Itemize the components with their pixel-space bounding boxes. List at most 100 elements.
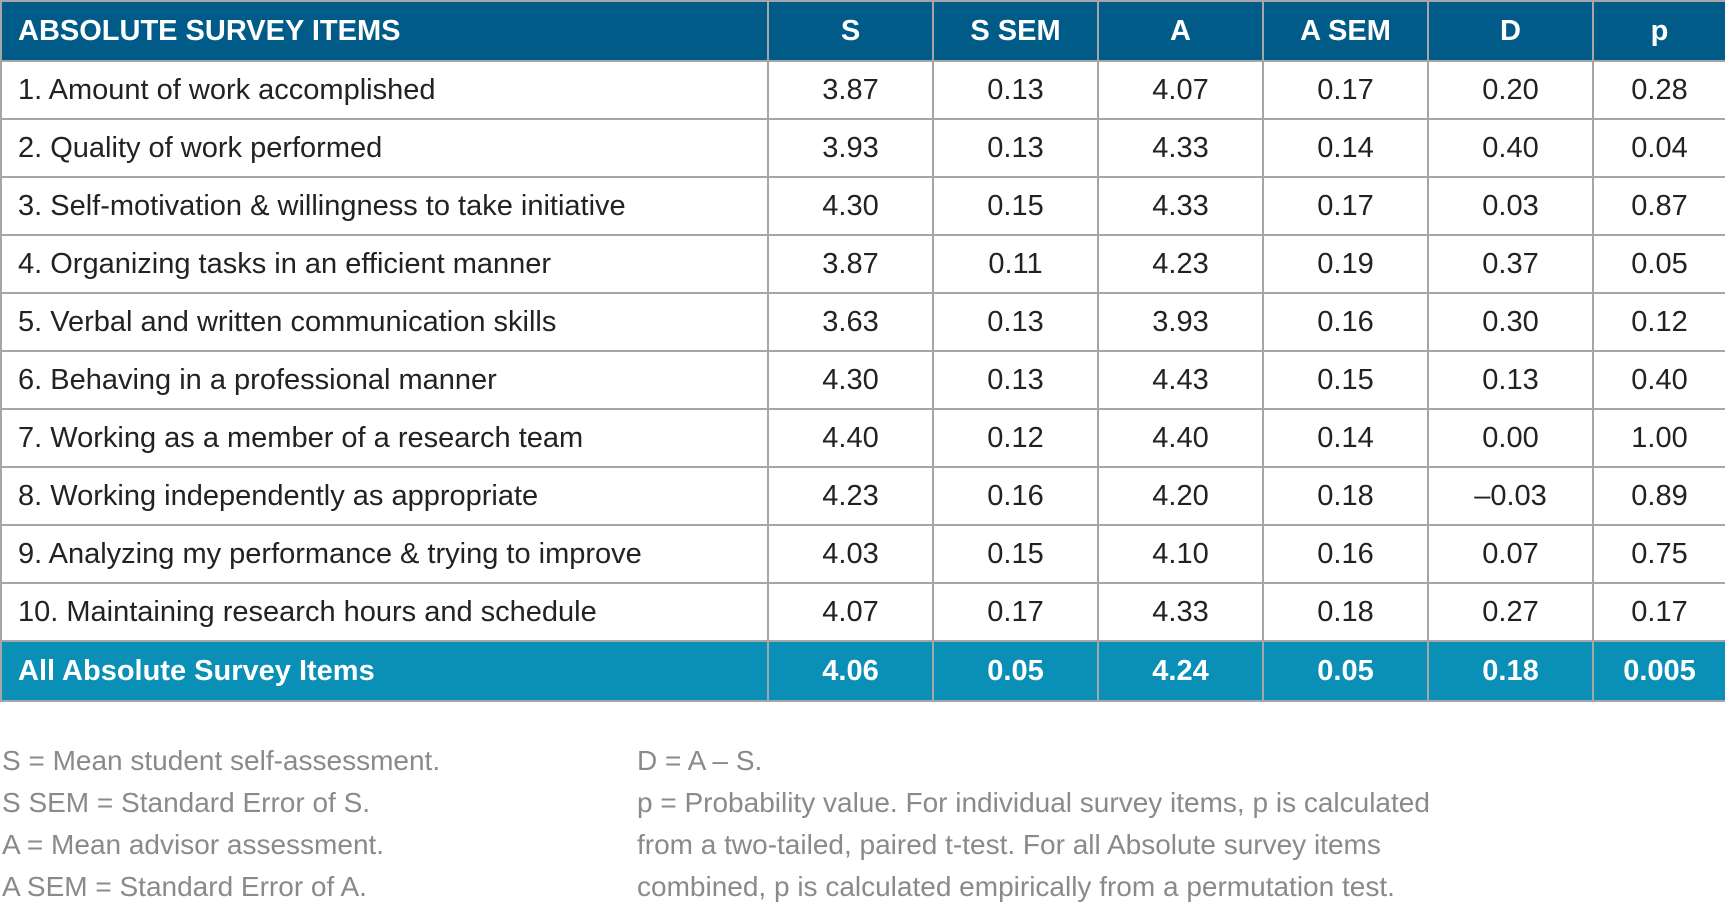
row-a: 4.10 bbox=[1097, 524, 1264, 584]
row-item: 7. Working as a member of a research tea… bbox=[0, 408, 769, 468]
total-a-sem: 0.05 bbox=[1262, 640, 1429, 702]
row-p: 0.05 bbox=[1592, 234, 1725, 294]
note-p-line-1: p = Probability value. For individual su… bbox=[637, 787, 1430, 818]
row-a-sem: 0.17 bbox=[1262, 176, 1429, 236]
table-row: 6. Behaving in a professional manner 4.30… bbox=[0, 350, 1725, 410]
row-s-sem: 0.11 bbox=[932, 234, 1099, 294]
row-item: 1. Amount of work accomplished bbox=[0, 60, 769, 120]
row-p: 0.89 bbox=[1592, 466, 1725, 526]
row-item: 6. Behaving in a professional manner bbox=[0, 350, 769, 410]
row-s: 4.03 bbox=[767, 524, 934, 584]
row-s-sem: 0.12 bbox=[932, 408, 1099, 468]
row-a-sem: 0.14 bbox=[1262, 118, 1429, 178]
row-d: 0.20 bbox=[1427, 60, 1594, 120]
row-a: 4.43 bbox=[1097, 350, 1264, 410]
table-row: 9. Analyzing my performance & trying to … bbox=[0, 524, 1725, 584]
row-s: 3.63 bbox=[767, 292, 934, 352]
header-a-sem: A SEM bbox=[1262, 0, 1429, 62]
note-d: D = A – S. bbox=[637, 745, 763, 776]
row-item: 4. Organizing tasks in an efficient mann… bbox=[0, 234, 769, 294]
row-d: –0.03 bbox=[1427, 466, 1594, 526]
row-s-sem: 0.15 bbox=[932, 176, 1099, 236]
header-d: D bbox=[1427, 0, 1594, 62]
note-s: S = Mean student self-assessment. bbox=[2, 745, 441, 776]
row-s-sem: 0.16 bbox=[932, 466, 1099, 526]
note-s-sem: S SEM = Standard Error of S. bbox=[2, 787, 371, 818]
row-a-sem: 0.16 bbox=[1262, 524, 1429, 584]
row-a-sem: 0.19 bbox=[1262, 234, 1429, 294]
row-d: 0.37 bbox=[1427, 234, 1594, 294]
row-item: 8. Working independently as appropriate bbox=[0, 466, 769, 526]
note-p-line-2: from a two-tailed, paired t-test. For al… bbox=[637, 829, 1381, 860]
row-a: 3.93 bbox=[1097, 292, 1264, 352]
note-p-line-3: combined, p is calculated empirically fr… bbox=[637, 871, 1395, 902]
row-a: 4.07 bbox=[1097, 60, 1264, 120]
row-d: 0.30 bbox=[1427, 292, 1594, 352]
row-p: 0.87 bbox=[1592, 176, 1725, 236]
row-p: 0.04 bbox=[1592, 118, 1725, 178]
row-s: 3.87 bbox=[767, 60, 934, 120]
row-d: 0.27 bbox=[1427, 582, 1594, 642]
row-a: 4.33 bbox=[1097, 118, 1264, 178]
table-row: 2. Quality of work performed 3.93 0.13 4.33… bbox=[0, 118, 1725, 178]
row-a-sem: 0.18 bbox=[1262, 582, 1429, 642]
row-d: 0.03 bbox=[1427, 176, 1594, 236]
table-total-row: All Absolute Survey Items 4.06 0.05 4.24… bbox=[0, 640, 1725, 702]
table-row: 5. Verbal and written communication skil… bbox=[0, 292, 1725, 352]
row-a-sem: 0.18 bbox=[1262, 466, 1429, 526]
row-s-sem: 0.15 bbox=[932, 524, 1099, 584]
table-header-row: ABSOLUTE SURVEY ITEMS S S SEM A A SEM D … bbox=[0, 0, 1725, 62]
total-p: 0.005 bbox=[1592, 640, 1725, 702]
row-p: 1.00 bbox=[1592, 408, 1725, 468]
row-s: 4.40 bbox=[767, 408, 934, 468]
note-a-sem: A SEM = Standard Error of A. bbox=[2, 871, 367, 902]
row-s-sem: 0.13 bbox=[932, 118, 1099, 178]
header-s: S bbox=[767, 0, 934, 62]
row-item: 9. Analyzing my performance & trying to … bbox=[0, 524, 769, 584]
header-p: p bbox=[1592, 0, 1725, 62]
table-row: 4. Organizing tasks in an efficient mann… bbox=[0, 234, 1725, 294]
row-item: 5. Verbal and written communication skil… bbox=[0, 292, 769, 352]
total-s: 4.06 bbox=[767, 640, 934, 702]
row-a-sem: 0.14 bbox=[1262, 408, 1429, 468]
row-s: 4.07 bbox=[767, 582, 934, 642]
table-row: 10. Maintaining research hours and sched… bbox=[0, 582, 1725, 642]
row-d: 0.13 bbox=[1427, 350, 1594, 410]
row-a: 4.33 bbox=[1097, 582, 1264, 642]
row-s: 3.87 bbox=[767, 234, 934, 294]
row-p: 0.12 bbox=[1592, 292, 1725, 352]
header-items: ABSOLUTE SURVEY ITEMS bbox=[0, 0, 769, 62]
row-d: 0.40 bbox=[1427, 118, 1594, 178]
row-s: 4.23 bbox=[767, 466, 934, 526]
row-s: 4.30 bbox=[767, 176, 934, 236]
row-a: 4.20 bbox=[1097, 466, 1264, 526]
header-a: A bbox=[1097, 0, 1264, 62]
total-a: 4.24 bbox=[1097, 640, 1264, 702]
row-a: 4.33 bbox=[1097, 176, 1264, 236]
table-body: 1. Amount of work accomplished 3.87 0.13 4.… bbox=[0, 60, 1725, 702]
table-notes: S = Mean student self-assessment. S SEM … bbox=[0, 740, 1725, 904]
total-label: All Absolute Survey Items bbox=[0, 640, 769, 702]
row-a: 4.23 bbox=[1097, 234, 1264, 294]
table-row: 7. Working as a member of a research tea… bbox=[0, 408, 1725, 468]
total-d: 0.18 bbox=[1427, 640, 1594, 702]
notes-left-column: S = Mean student self-assessment. S SEM … bbox=[2, 740, 602, 904]
row-s: 3.93 bbox=[767, 118, 934, 178]
table-row: 8. Working independently as appropriate 4… bbox=[0, 466, 1725, 526]
table-row: 1. Amount of work accomplished 3.87 0.13 4.… bbox=[0, 60, 1725, 120]
row-s-sem: 0.13 bbox=[932, 350, 1099, 410]
row-item: 2. Quality of work performed bbox=[0, 118, 769, 178]
row-p: 0.28 bbox=[1592, 60, 1725, 120]
row-a: 4.40 bbox=[1097, 408, 1264, 468]
row-item: 3. Self-motivation & willingness to take… bbox=[0, 176, 769, 236]
note-a: A = Mean advisor assessment. bbox=[2, 829, 385, 860]
row-p: 0.40 bbox=[1592, 350, 1725, 410]
row-a-sem: 0.15 bbox=[1262, 350, 1429, 410]
row-s-sem: 0.13 bbox=[932, 292, 1099, 352]
row-s: 4.30 bbox=[767, 350, 934, 410]
total-s-sem: 0.05 bbox=[932, 640, 1099, 702]
notes-right-column: D = A – S. p = Probability value. For in… bbox=[637, 740, 1557, 904]
survey-table: ABSOLUTE SURVEY ITEMS S S SEM A A SEM D … bbox=[0, 0, 1725, 702]
row-d: 0.07 bbox=[1427, 524, 1594, 584]
